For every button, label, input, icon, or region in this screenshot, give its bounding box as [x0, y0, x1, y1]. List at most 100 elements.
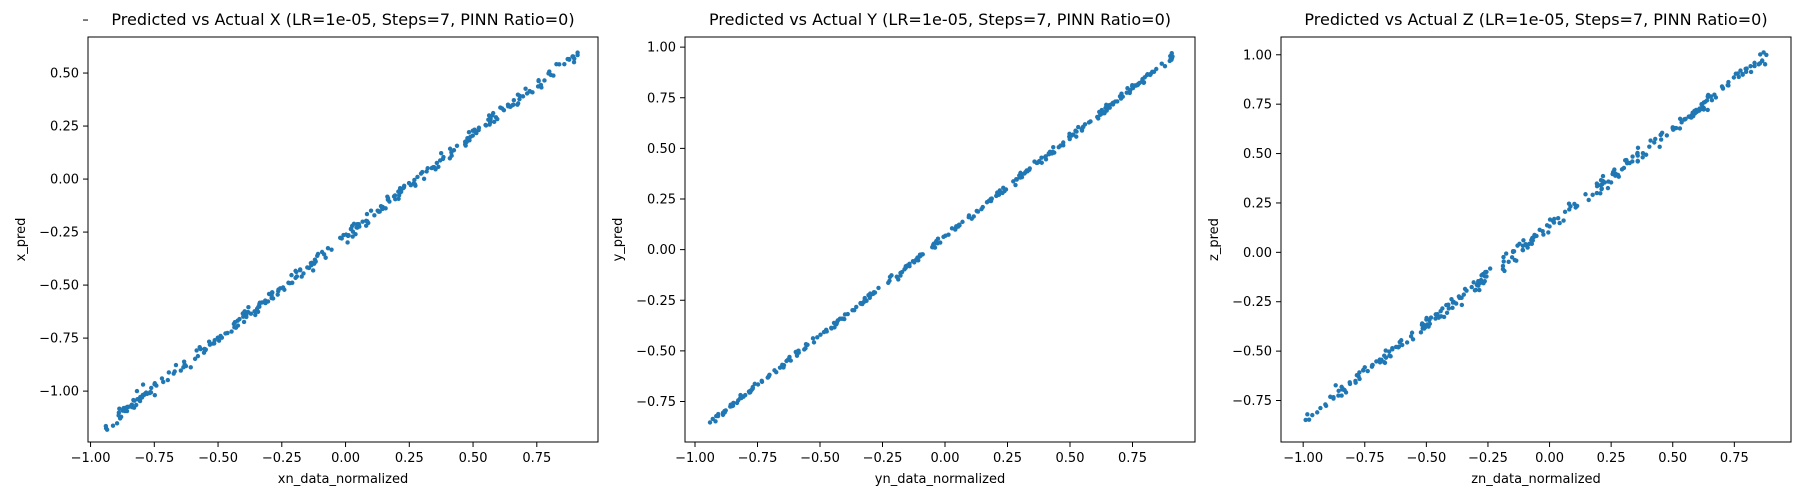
data-point: [1574, 203, 1580, 209]
y-tick-label: −0.75: [636, 395, 676, 410]
data-point: [339, 236, 344, 241]
y-tick-label: 0.00: [1243, 246, 1272, 261]
scatter-panel-3: Predicted vs Actual Z (LR=1e-05, Steps=7…: [1207, 10, 1792, 487]
data-point: [495, 116, 500, 122]
data-point: [1410, 337, 1416, 342]
data-point: [1347, 381, 1353, 387]
data-point: [1752, 63, 1757, 69]
data-point: [1396, 345, 1401, 350]
data-point: [755, 382, 761, 387]
data-point: [1079, 127, 1085, 132]
data-point: [1124, 90, 1129, 95]
data-point: [571, 60, 577, 65]
chart-title: Predicted vs Actual X (LR=1e-05, Steps=7…: [111, 10, 574, 29]
data-points: [707, 51, 1175, 425]
data-point: [1462, 286, 1468, 292]
data-point: [1306, 417, 1312, 422]
data-point: [910, 258, 916, 264]
data-point: [821, 329, 827, 335]
data-point: [1133, 83, 1139, 88]
data-point: [1436, 314, 1441, 320]
data-point: [1404, 340, 1410, 345]
data-point: [412, 177, 417, 183]
data-point: [818, 332, 823, 337]
data-point: [1046, 151, 1051, 156]
data-point: [1074, 134, 1079, 139]
data-points: [1303, 50, 1769, 423]
x-tick-label: −0.25: [1468, 451, 1508, 466]
data-point: [1529, 237, 1534, 243]
data-point: [1659, 130, 1665, 136]
data-point: [1540, 229, 1545, 234]
data-point: [436, 164, 441, 169]
data-point: [447, 156, 453, 161]
x-tick-label: 0.75: [1720, 451, 1749, 466]
y-axis-label: y_pred: [611, 218, 626, 262]
data-point: [1142, 75, 1147, 80]
data-point: [1471, 280, 1476, 285]
data-point: [960, 219, 965, 225]
data-point: [1474, 282, 1480, 288]
data-point: [1339, 393, 1344, 398]
data-point: [1598, 182, 1603, 188]
data-point: [1635, 145, 1641, 151]
data-point: [743, 392, 748, 398]
data-point: [845, 311, 850, 317]
data-point: [1657, 144, 1662, 150]
data-point: [437, 158, 443, 163]
x-tick-label: 0.75: [1118, 451, 1147, 466]
data-point: [1590, 192, 1595, 198]
data-point: [1719, 84, 1725, 89]
data-point: [551, 73, 556, 78]
data-point: [1731, 75, 1737, 80]
data-point: [1501, 259, 1506, 264]
data-point: [103, 423, 109, 429]
data-point: [1743, 69, 1749, 74]
x-tick-label: 0.00: [1535, 451, 1564, 466]
data-point: [1510, 248, 1516, 254]
data-point: [850, 307, 855, 313]
data-point: [400, 185, 406, 191]
data-point: [1382, 359, 1387, 365]
x-axis-label: yn_data_normalized: [875, 472, 1005, 487]
data-point: [1159, 61, 1164, 66]
data-point: [1705, 107, 1710, 113]
data-point: [276, 287, 281, 292]
data-point: [1521, 238, 1526, 243]
data-point: [1082, 122, 1088, 127]
data-point: [171, 371, 176, 376]
data-point: [831, 320, 837, 326]
data-point: [466, 130, 472, 135]
data-point: [329, 247, 334, 252]
data-point: [357, 224, 362, 229]
data-point: [1441, 314, 1447, 320]
data-point: [1357, 370, 1362, 375]
data-point: [750, 384, 755, 390]
data-point: [1003, 187, 1009, 192]
data-point: [1476, 278, 1481, 284]
data-point: [398, 189, 404, 194]
data-point: [1453, 301, 1459, 306]
data-point: [707, 420, 713, 425]
data-point: [1705, 94, 1710, 99]
y-tick-label: 0.25: [1243, 196, 1272, 211]
data-point: [1736, 74, 1741, 80]
data-point: [1356, 374, 1361, 379]
data-point: [1459, 302, 1465, 308]
data-point: [447, 146, 453, 151]
chart-title: Predicted vs Actual Y (LR=1e-05, Steps=7…: [709, 10, 1171, 29]
x-tick-label: −0.50: [198, 451, 238, 466]
x-tick-label: −1.00: [1283, 451, 1323, 466]
data-point: [241, 319, 247, 325]
data-point: [1151, 69, 1157, 75]
data-point: [1423, 324, 1428, 330]
data-point: [1664, 133, 1670, 138]
data-point: [571, 54, 576, 59]
data-point: [365, 219, 370, 224]
data-point: [1119, 91, 1124, 96]
x-tick-label: 0.50: [1658, 451, 1687, 466]
data-point: [1469, 284, 1474, 290]
data-point: [152, 392, 158, 398]
data-point: [449, 150, 454, 155]
data-point: [454, 143, 460, 148]
